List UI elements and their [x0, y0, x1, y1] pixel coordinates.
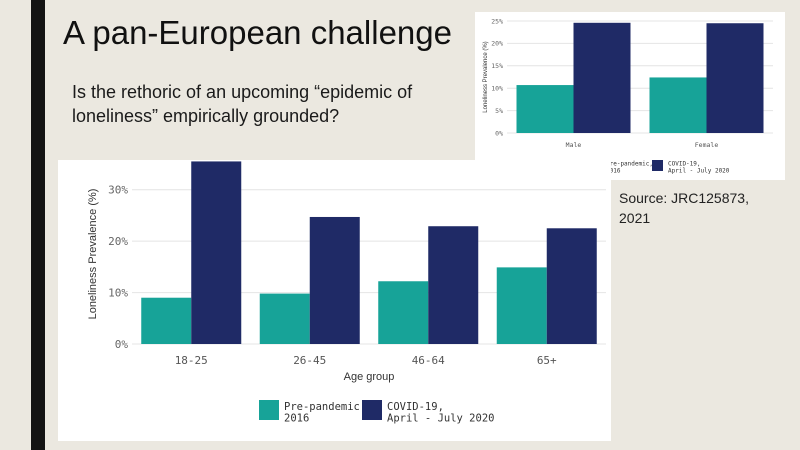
x-tick-label: 46-64 — [412, 354, 445, 367]
legend-swatch-pre-pandemic — [259, 400, 279, 420]
age-chart: 0% 10% 20% 30% 18-25 26-45 46-64 65+ Loneliness … — [87, 161, 606, 425]
bar-covid-46-64 — [428, 226, 479, 344]
x-tick-label: Male — [566, 141, 582, 149]
y-axis-title: Loneliness Prevalence (%) — [483, 41, 489, 112]
source-citation: Source: JRC125873, 2021 — [619, 190, 749, 226]
slide-title: A pan-European challenge — [63, 14, 452, 51]
legend-label-covid: COVID-19, April - July 2020 — [387, 401, 494, 425]
legend-label-covid: COVID-19, April - July 2020 — [668, 161, 730, 175]
y-tick-label: 0% — [495, 129, 503, 137]
x-axis-title: Age group — [344, 371, 395, 383]
bar-covid-male — [573, 22, 631, 133]
bar-covid-female — [706, 23, 764, 134]
y-tick-label: 30% — [108, 184, 128, 197]
bar-covid-18-25 — [191, 161, 242, 344]
y-axis-title: Loneliness Prevalence (%) — [87, 189, 99, 320]
bar-pre-pandemic-18-25 — [141, 297, 192, 344]
x-tick-label: 26-45 — [293, 354, 326, 367]
left-accent-bar — [31, 0, 45, 450]
bar-pre-pandemic-female — [649, 77, 707, 133]
gender-chart-panel: 0% 5% 10% 15% 20% 25% Male Female Loneliness Pre… — [475, 12, 785, 180]
legend-swatch-covid — [362, 400, 382, 420]
bar-covid-65- — [546, 228, 597, 344]
slide-question: Is the rethoric of an upcoming “epidemic… — [72, 82, 413, 126]
y-tick-label: 15% — [491, 62, 503, 70]
bar-covid-26-45 — [309, 216, 360, 344]
legend-label-pre-pandemic: Pre-pandemic, 2016 — [606, 161, 653, 175]
x-tick-label: 18-25 — [175, 354, 208, 367]
age-chart-panel: 0% 10% 20% 30% 18-25 26-45 46-64 65+ Loneliness … — [58, 160, 611, 441]
bar-pre-pandemic-26-45 — [259, 293, 310, 344]
legend-label-pre-pandemic: Pre-pandemic, 2016 — [284, 401, 366, 425]
bar-pre-pandemic-46-64 — [378, 281, 429, 344]
x-tick-label: 65+ — [537, 354, 557, 367]
legend-swatch-covid — [652, 160, 663, 171]
y-tick-label: 5% — [495, 107, 503, 115]
y-tick-label: 10% — [491, 84, 503, 92]
gender-chart: 0% 5% 10% 15% 20% 25% Male Female Loneliness Pre… — [483, 17, 773, 175]
y-tick-label: 25% — [491, 17, 503, 25]
y-tick-label: 10% — [108, 286, 128, 299]
y-tick-label: 20% — [491, 40, 503, 48]
y-tick-label: 0% — [115, 338, 129, 351]
bar-pre-pandemic-male — [516, 85, 574, 133]
y-tick-label: 20% — [108, 235, 128, 248]
x-tick-label: Female — [695, 141, 719, 149]
bar-pre-pandemic-65- — [496, 267, 547, 344]
